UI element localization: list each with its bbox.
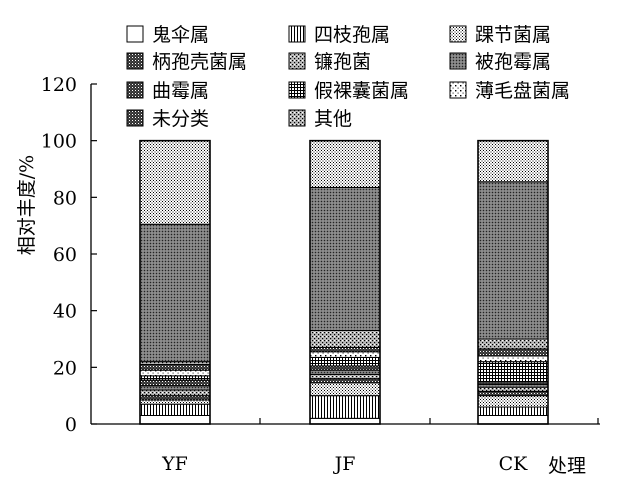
legend-item: 被孢霉属	[449, 51, 551, 73]
bar-segment	[309, 417, 381, 425]
bar-segment	[139, 369, 211, 377]
bar-segment	[309, 382, 381, 397]
legend-label: 镰孢菌	[314, 51, 371, 73]
legend-swatch	[126, 25, 144, 43]
y-tick-label: 120	[41, 74, 77, 96]
bar-segment	[139, 415, 211, 425]
legend-label: 薄毛盘菌属	[475, 80, 570, 102]
y-axis-title: 相对丰度/%	[16, 155, 38, 255]
y-tick-label: 80	[53, 187, 77, 209]
legend-item: 薄毛盘菌属	[449, 80, 570, 102]
bar-segment	[309, 369, 381, 375]
bar-segment	[309, 351, 381, 358]
y-tick-label: 60	[53, 244, 77, 266]
legend-item: 曲霉属	[126, 80, 209, 102]
bar-segment	[139, 379, 211, 387]
x-tick-label: JF	[333, 453, 356, 475]
bar-segment	[309, 330, 381, 348]
y-tick-label: 0	[65, 414, 77, 436]
bar-segment	[139, 364, 211, 371]
bar-segment	[477, 386, 549, 392]
bar-segment	[139, 403, 211, 416]
bar-segment	[139, 223, 211, 363]
bar-segment	[309, 395, 381, 419]
bar-segment	[477, 181, 549, 340]
bar-segment	[309, 373, 381, 380]
legend-item: 其他	[288, 108, 352, 130]
bar-segment	[477, 348, 549, 357]
legend-item: 未分类	[126, 108, 209, 130]
bar-segment	[477, 361, 549, 382]
legend-label: 其他	[314, 108, 352, 130]
x-axis-title: 处理	[548, 455, 586, 477]
legend-swatch	[126, 52, 144, 70]
y-tick-label: 20	[53, 357, 77, 379]
legend-label: 曲霉属	[152, 80, 209, 102]
legend-item: 踝节菌属	[449, 24, 551, 46]
legend-item: 鬼伞属	[126, 24, 209, 46]
bar-segment	[309, 140, 381, 188]
bar-segment	[309, 186, 381, 331]
bar-segment	[477, 140, 549, 183]
legend-swatch	[449, 25, 467, 43]
legend-item: 镰孢菌	[288, 51, 371, 73]
bar-segment	[477, 338, 549, 350]
bar-segment	[139, 399, 211, 405]
bar-segment	[139, 395, 211, 401]
bar-segment	[309, 365, 381, 371]
legend-label: 未分类	[152, 108, 209, 130]
bar-segment	[309, 356, 381, 367]
bar-segment	[477, 395, 549, 408]
legend-label: 柄孢壳菌属	[152, 51, 247, 73]
legend-label: 踝节菌属	[475, 24, 551, 46]
legend-label: 假裸囊菌属	[314, 80, 409, 102]
x-tick-label: YF	[161, 453, 188, 475]
bar-segment	[139, 389, 211, 397]
bar-segment	[139, 140, 211, 225]
legend-swatch	[126, 109, 144, 127]
legend-swatch	[126, 81, 144, 99]
legend-label: 四枝孢属	[314, 24, 390, 46]
legend-label: 被孢霉属	[475, 51, 551, 73]
bar-segment	[309, 347, 381, 353]
bar-segment	[477, 415, 549, 425]
bar-segment	[477, 406, 549, 416]
y-tick-label: 100	[41, 131, 77, 153]
bar-segment	[309, 378, 381, 384]
legend-swatch	[288, 52, 306, 70]
legend-item: 柄孢壳菌属	[126, 51, 247, 73]
bar-segment	[139, 375, 211, 381]
legend-swatch	[449, 81, 467, 99]
legend-swatch	[288, 81, 306, 99]
x-tick-label: CK	[499, 453, 529, 475]
bar-segment	[477, 355, 549, 363]
legend-item: 假裸囊菌属	[288, 80, 409, 102]
legend-item: 四枝孢属	[288, 24, 390, 46]
legend-swatch	[288, 25, 306, 43]
legend-swatch	[449, 52, 467, 70]
legend-swatch	[288, 109, 306, 127]
legend-label: 鬼伞属	[152, 24, 209, 46]
bar-segment	[477, 390, 549, 397]
y-tick-label: 40	[53, 301, 77, 323]
bar-segment	[139, 385, 211, 391]
